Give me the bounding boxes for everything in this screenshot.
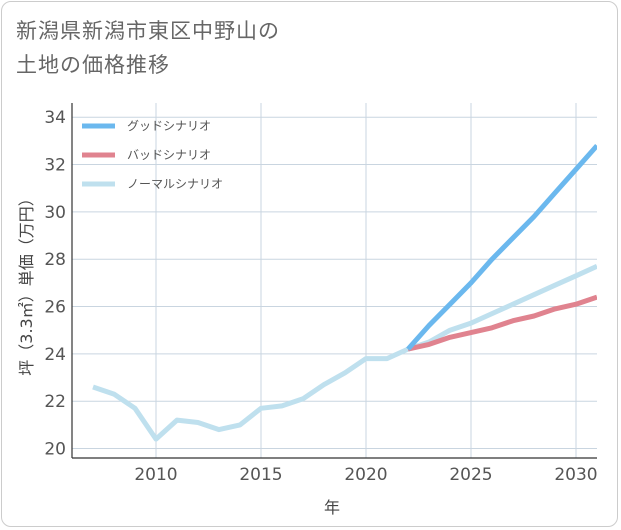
- x-tick-label: 2015: [239, 465, 282, 485]
- series-layer: [92, 143, 597, 442]
- axes: [71, 103, 597, 459]
- x-tick-label: 2025: [449, 465, 492, 485]
- y-tick-label: 24: [44, 345, 66, 365]
- y-tick-label: 22: [44, 392, 66, 412]
- title-line-2: 土地の価格推移: [16, 53, 170, 77]
- x-tick-label: 2020: [344, 465, 387, 485]
- y-tick-label: 26: [44, 298, 66, 318]
- y-tick-label: 28: [44, 250, 66, 270]
- series-line-good: [406, 143, 597, 351]
- y-tick-label: 30: [44, 203, 66, 223]
- x-tick-label: 2010: [134, 465, 177, 485]
- tick-labels: 2010 2015 2020 2025 2030 20 22 24 26 28 30 32 34: [44, 108, 597, 485]
- y-tick-label: 32: [44, 156, 66, 176]
- legend-label-bad: バッドシナリオ: [127, 148, 211, 162]
- y-axis-label: 坪（3.3㎡）単価（万円）: [17, 190, 36, 375]
- chart-title: 新潟県新潟市東区中野山の 土地の価格推移: [16, 14, 436, 82]
- x-axis-label: 年: [324, 498, 340, 517]
- legend-label-good: グッドシナリオ: [127, 119, 211, 133]
- x-tick-label: 2030: [554, 465, 597, 485]
- y-tick-label: 20: [44, 440, 66, 460]
- y-tick-label: 34: [44, 108, 66, 128]
- title-line-1: 新潟県新潟市東区中野山の: [16, 19, 280, 43]
- series-line-normal: [92, 264, 597, 442]
- legend-label-normal: ノーマルシナリオ: [127, 177, 223, 191]
- series-line-bad: [407, 294, 597, 352]
